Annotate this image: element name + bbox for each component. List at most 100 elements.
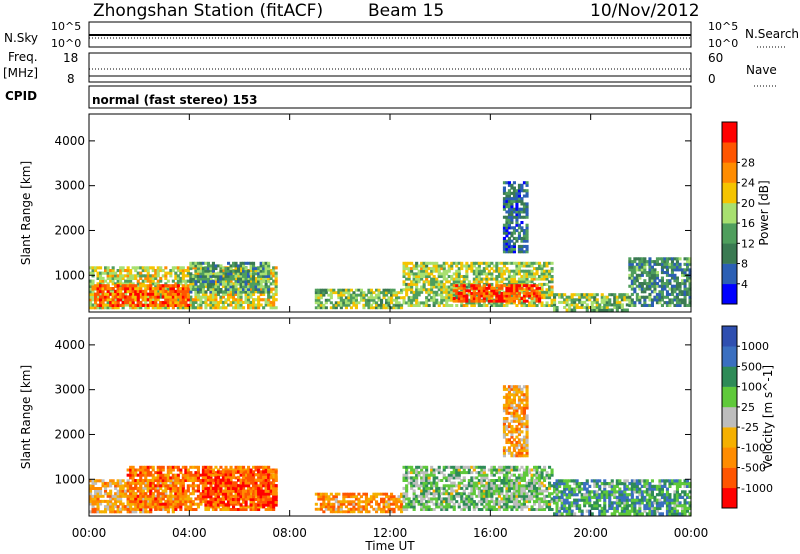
range-cell [387,502,391,506]
range-cell [206,465,210,469]
range-cell [410,479,414,482]
range-cell [229,272,233,276]
range-cell [349,500,353,504]
range-cell [194,465,198,469]
range-cell [121,303,125,307]
range-cell [618,300,622,304]
range-cell [548,296,552,300]
range-cell [134,481,138,485]
range-cell [385,293,389,297]
range-cell [146,505,150,509]
range-cell [630,287,634,291]
range-cell [151,465,155,469]
range-cell [227,495,231,499]
range-cell [237,280,241,284]
range-cell [638,298,642,302]
range-cell [342,500,346,504]
range-cell [136,494,140,498]
range-cell [510,213,514,217]
range-cell [477,291,481,295]
range-cell [204,295,208,299]
range-cell [322,510,326,514]
range-cell [653,273,657,277]
range-cell [520,269,524,273]
range-cell [201,492,205,496]
range-cell [176,489,180,493]
range-cell [156,489,160,493]
range-cell [111,276,115,280]
range-cell [324,492,328,496]
range-cell [186,306,190,310]
range-cell [633,303,637,307]
range-cell [259,280,263,284]
range-cell [655,273,659,277]
range-cell [487,272,491,276]
range-cell [249,277,253,281]
range-cell [184,279,188,283]
range-cell [114,298,118,302]
range-cell [239,295,243,299]
range-cell [206,468,210,472]
range-cell [327,507,331,511]
range-cell [400,510,404,514]
range-cell [151,306,155,310]
range-cell [144,284,148,288]
range-cell [267,290,271,294]
range-cell [131,303,135,307]
range-cell [227,288,231,291]
range-cell [495,294,499,298]
range-cell [216,306,220,310]
range-cell [420,500,424,504]
range-cell [181,492,185,496]
range-cell [209,264,213,268]
range-cell [159,497,163,501]
range-cell [675,295,679,299]
range-cell [467,280,471,284]
range-cell [139,287,143,291]
range-cell [96,489,100,493]
range-cell [417,471,421,475]
range-cell [525,264,529,268]
range-cell [387,500,391,504]
range-cell [663,287,667,291]
range-cell [450,296,454,300]
range-cell [119,279,123,283]
range-cell [334,492,338,496]
range-cell [264,298,268,302]
range-cell [477,272,481,276]
range-cell [179,489,183,493]
range-cell [392,306,396,310]
range-cell [156,484,160,488]
range-cell [505,261,509,265]
range-cell [201,473,205,477]
range-cell [224,285,228,289]
range-cell [224,470,228,474]
range-cell [422,479,426,482]
range-cell [252,473,256,477]
range-cell [442,508,446,511]
range-cell [465,277,469,281]
range-cell [164,481,168,485]
range-cell [628,265,632,269]
range-cell [146,284,150,288]
range-cell [410,298,414,302]
range-cell [462,294,466,298]
range-cell [262,465,266,469]
range-cell [608,303,612,307]
range-cell [209,267,213,271]
range-cell [104,489,108,493]
range-cell [274,497,278,502]
range-cell [106,284,110,288]
range-cell [189,303,193,307]
range-cell [442,269,446,273]
range-cell [369,298,373,302]
range-cell [640,265,644,269]
range-cell [126,284,130,288]
range-cell [535,272,539,276]
range-cell [442,473,446,477]
range-cell [445,293,449,297]
range-cell [417,290,421,294]
range-cell [660,265,664,269]
range-cell [663,301,667,305]
